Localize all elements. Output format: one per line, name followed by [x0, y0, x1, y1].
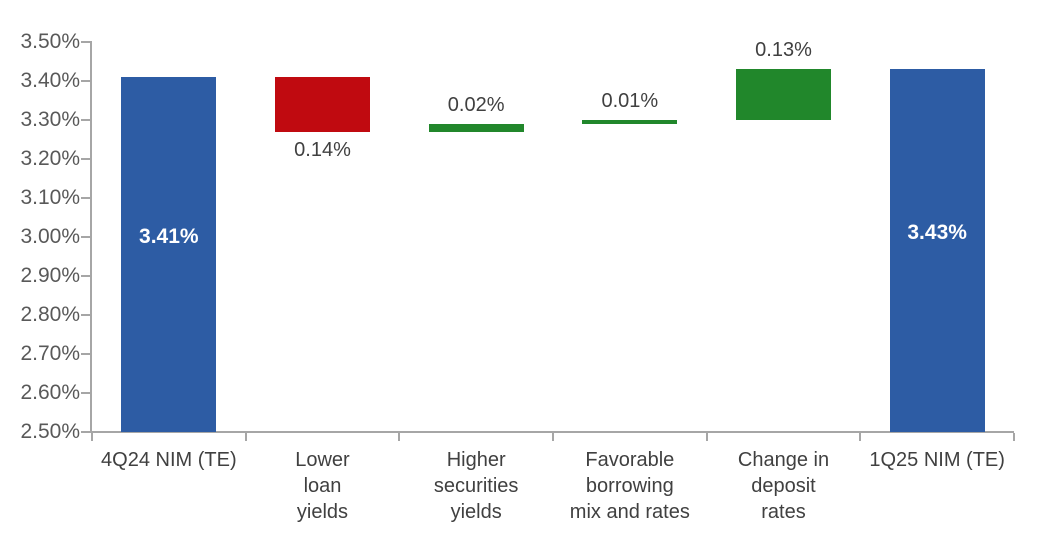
y-axis-tick-label: 2.60%	[20, 381, 80, 404]
y-axis-tick	[81, 314, 90, 316]
x-axis-label-line: loan	[303, 475, 342, 497]
y-axis-tick-label: 3.00%	[20, 225, 80, 248]
x-axis-label-line: Favorable	[585, 449, 675, 471]
y-axis-tick-label: 2.80%	[20, 303, 80, 326]
bar-favorable-borrowing-mix-and-rates	[582, 120, 678, 124]
bar-1q25-nim-te	[889, 69, 985, 432]
x-axis-label-line: mix and rates	[569, 501, 690, 523]
bar-value-label-favorable-borrowing-mix-and-rates: 0.01%	[601, 90, 659, 112]
x-axis-label-line: 1Q25 NIM (TE)	[869, 449, 1005, 471]
bar-value-label-lower-loan-yields: 0.14%	[294, 138, 351, 161]
y-axis-tick-label: 3.20%	[20, 147, 80, 170]
x-axis-label-1q25-nim-te: 1Q25 NIM (TE)	[860, 447, 1014, 473]
y-axis-line	[90, 41, 92, 433]
bar-4q24-nim-te	[121, 77, 217, 432]
x-axis-tick	[859, 433, 862, 441]
y-axis-tick	[81, 41, 90, 43]
y-axis-tick	[81, 197, 90, 199]
y-axis-tick	[81, 80, 90, 82]
y-axis-tick	[81, 353, 90, 355]
y-axis-tick	[81, 236, 90, 238]
x-axis-label-line: Lower	[295, 449, 350, 471]
x-axis-tick	[705, 433, 708, 441]
y-axis-tick-label: 2.50%	[20, 420, 80, 443]
y-axis-tick-label: 2.90%	[20, 264, 80, 287]
x-axis-tick	[552, 433, 554, 441]
bar-value-label-change-in-deposit-rates: 0.13%	[755, 39, 812, 62]
x-axis-label-line: Change in	[737, 449, 830, 471]
x-axis-label-line: yields	[296, 501, 349, 523]
x-axis-tick	[1013, 433, 1015, 441]
y-axis-tick	[81, 431, 90, 433]
y-axis-tick-label: 3.40%	[20, 69, 80, 92]
y-axis-tick-label: 3.50%	[20, 30, 80, 53]
x-axis-label-favorable-borrowing-mix-and-rates: Favorable borrowing mix and rates	[553, 447, 707, 525]
x-axis-label-line: borrowing	[585, 475, 674, 497]
y-axis-tick	[81, 392, 90, 394]
bar-lower-loan-yields	[275, 77, 370, 132]
bar-value-label-1q25-nim-te: 3.43%	[907, 220, 967, 244]
x-axis-line	[90, 431, 1014, 433]
x-axis-label-4q24-nim-te: 4Q24 NIM (TE)	[92, 447, 246, 473]
bar-value-label-4q24-nim-te: 3.41%	[139, 224, 199, 248]
y-axis-tick	[81, 275, 90, 277]
x-axis-tick	[91, 433, 93, 441]
x-axis-label-line: yields	[450, 501, 502, 523]
x-axis-label-line: 4Q24 NIM (TE)	[101, 449, 237, 471]
y-axis-tick-label: 2.70%	[20, 342, 80, 365]
x-axis-label-line: securities	[433, 475, 519, 497]
y-axis-tick-label: 3.30%	[20, 108, 80, 131]
x-axis-label-change-in-deposit-rates: Change in deposit rates	[707, 447, 861, 525]
x-axis-label-line: deposit	[751, 475, 816, 497]
x-axis-label-higher-securities-yields: Higher securities yields	[399, 447, 553, 525]
x-axis-tick	[398, 433, 401, 441]
bar-value-label-higher-securities-yields: 0.02%	[447, 93, 505, 116]
x-axis-label-line: rates	[761, 501, 806, 523]
y-axis-tick	[81, 158, 90, 160]
x-axis-tick	[244, 433, 247, 441]
x-axis-label-lower-loan-yields: Lower loan yields	[246, 447, 400, 525]
bar-change-in-deposit-rates	[736, 69, 831, 120]
x-axis-label-line: Higher	[446, 449, 506, 471]
bar-higher-securities-yields	[428, 123, 524, 132]
y-axis-tick-label: 3.10%	[20, 186, 80, 209]
y-axis-tick	[81, 119, 90, 121]
